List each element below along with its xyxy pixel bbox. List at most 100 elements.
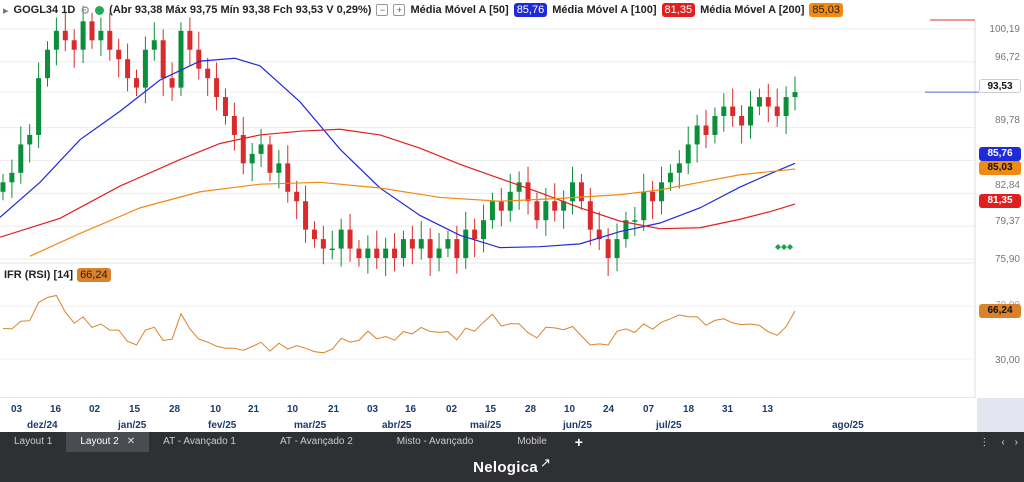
- candle: [472, 229, 478, 240]
- candle: [27, 134, 33, 145]
- ma200-label[interactable]: Média Móvel A [200]: [700, 4, 805, 16]
- candle: [650, 191, 656, 202]
- symbol-label[interactable]: GOGL34 1D: [13, 4, 76, 16]
- tab-label: Layout 2: [80, 436, 119, 447]
- rsi-label[interactable]: IFR (RSI) [14]: [4, 269, 74, 281]
- x-tick: 31: [722, 404, 734, 415]
- price-axis-label: 75,90: [994, 254, 1020, 265]
- candle: [303, 201, 309, 230]
- ma50-label[interactable]: Média Móvel A [50]: [410, 4, 509, 16]
- ma100-label[interactable]: Média Móvel A [100]: [552, 4, 657, 16]
- next-tab-icon[interactable]: ›: [1014, 436, 1018, 448]
- brand-mark-icon: ↗: [540, 455, 551, 470]
- tab-at-avancado-2[interactable]: AT - Avançado 2: [250, 432, 367, 452]
- candle: [552, 201, 558, 211]
- tab-label: Misto - Avançado: [396, 436, 474, 447]
- x-tick: 21: [328, 404, 340, 415]
- candle: [774, 106, 780, 117]
- price-axis-label: 82,84: [994, 180, 1020, 191]
- candle: [356, 248, 362, 259]
- candle: [783, 97, 789, 117]
- x-month: ago/25: [832, 420, 864, 431]
- candle: [98, 30, 104, 41]
- candle: [685, 144, 691, 164]
- x-tick: 03: [11, 404, 23, 415]
- ma200-value: 85,03: [809, 3, 843, 17]
- last-price-tag: 93,53: [979, 79, 1021, 93]
- x-tick: 15: [485, 404, 497, 415]
- candle: [311, 229, 317, 240]
- candle: [44, 49, 50, 79]
- close-icon[interactable]: ✕: [126, 436, 136, 447]
- candle: [409, 239, 415, 249]
- more-icon[interactable]: ⋮: [979, 436, 990, 448]
- time-axis[interactable]: 03 16 02 15 28 10 21 10 21 03 16 02 15 2…: [0, 398, 1024, 432]
- x-tick: 16: [50, 404, 62, 415]
- tab-label: AT - Avançado 1: [163, 436, 236, 447]
- candle: [765, 97, 771, 107]
- tab-layout-2[interactable]: Layout 2 ✕: [66, 432, 150, 452]
- candle: [605, 239, 611, 259]
- rsi-line: [2, 294, 796, 354]
- signal-marker: [787, 244, 793, 250]
- candle: [427, 239, 433, 259]
- x-tick: 10: [210, 404, 222, 415]
- candle: [374, 248, 380, 259]
- ma200-price-tag: 85,03: [979, 161, 1021, 175]
- remove-indicator-icon[interactable]: −: [376, 4, 389, 16]
- candle: [133, 78, 139, 88]
- candle: [347, 229, 353, 249]
- candle: [249, 153, 255, 164]
- brand-logo: Nelogica: [473, 458, 538, 476]
- candle: [481, 220, 487, 240]
- candle: [623, 220, 629, 240]
- chart-area[interactable]: [0, 0, 1024, 432]
- candle: [525, 182, 531, 202]
- ma100-line: [0, 128, 796, 238]
- tab-misto-avancado[interactable]: Misto - Avançado: [367, 432, 488, 452]
- add-tab-button[interactable]: +: [574, 434, 583, 450]
- settings-icon[interactable]: ⚙: [80, 4, 91, 17]
- candle: [53, 30, 59, 50]
- candle: [222, 97, 228, 117]
- x-tick: 03: [367, 404, 379, 415]
- ma50-value: 85,76: [513, 3, 548, 17]
- tab-label: Layout 1: [14, 436, 53, 447]
- x-tick: 16: [405, 404, 417, 415]
- candle: [205, 68, 211, 79]
- prev-tab-icon[interactable]: ‹: [1001, 436, 1005, 448]
- ma100-value: 81,35: [661, 3, 696, 17]
- candle: [436, 248, 442, 259]
- price-axis-label: 96,72: [994, 52, 1020, 63]
- candle: [151, 40, 157, 50]
- layout-tab-bar: Layout 1 Layout 2 ✕ AT - Avançado 1 AT - …: [0, 432, 1024, 452]
- x-month: jan/25: [118, 420, 147, 431]
- tab-at-avancado-1[interactable]: AT - Avançado 1: [149, 432, 250, 452]
- candle: [169, 78, 175, 88]
- candle: [587, 201, 593, 230]
- candle: [160, 40, 166, 79]
- status-dot-icon: [95, 5, 105, 15]
- candle: [561, 201, 567, 211]
- tab-mobile[interactable]: Mobile: [487, 432, 560, 452]
- candle: [659, 182, 665, 202]
- candle: [730, 106, 736, 117]
- candle: [178, 30, 184, 88]
- x-month: fev/25: [208, 420, 237, 431]
- add-indicator-icon[interactable]: +: [393, 4, 406, 16]
- candle: [71, 40, 77, 50]
- candle: [792, 92, 798, 98]
- chart-header: ▸ GOGL34 1D ⚙ (Abr 93,38 Máx 93,75 Mín 9…: [0, 0, 843, 20]
- collapse-icon[interactable]: ▸: [3, 4, 9, 17]
- x-tick: 18: [683, 404, 695, 415]
- x-month: jul/25: [656, 420, 682, 431]
- candle: [187, 30, 193, 50]
- candle: [596, 229, 602, 240]
- candle: [231, 116, 237, 135]
- price-chart[interactable]: [0, 0, 1024, 398]
- candle: [534, 201, 540, 221]
- candle: [463, 229, 469, 259]
- candle: [445, 239, 451, 249]
- x-month: mai/25: [470, 420, 502, 431]
- tab-layout-1[interactable]: Layout 1: [0, 432, 66, 452]
